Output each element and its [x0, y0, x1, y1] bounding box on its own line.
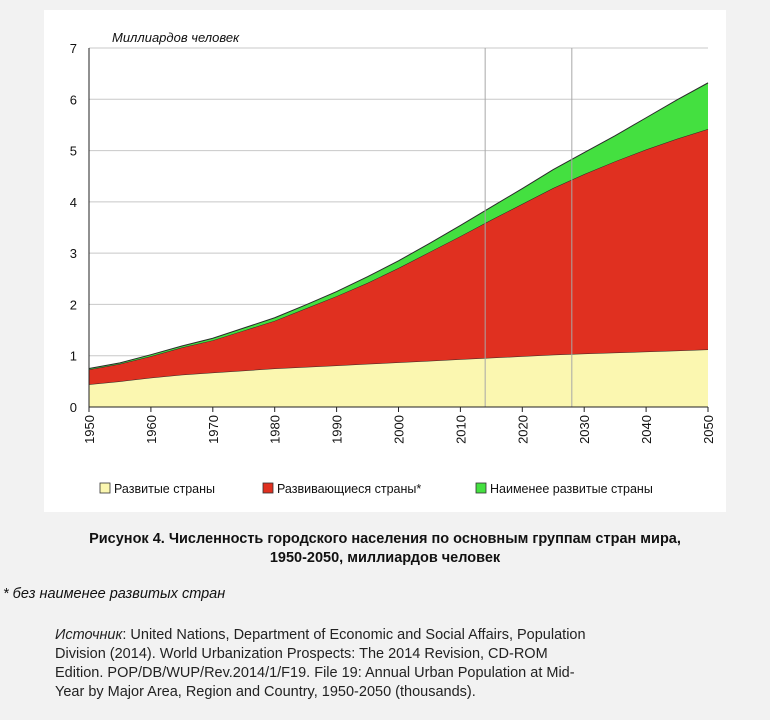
x-tick-label-7: 2020 — [515, 415, 530, 444]
caption-line-2: 1950-2050, миллиардов человек — [269, 550, 501, 566]
y-tick-label-1: 1 — [70, 349, 77, 364]
x-tick-label-3: 1980 — [268, 415, 283, 444]
source-line-2: Division (2014). World Urbanization Pros… — [55, 646, 548, 662]
y-tick-label-0: 0 — [70, 400, 77, 415]
y-tick-label-5: 5 — [70, 144, 77, 159]
source-line-4: Year by Major Area, Region and Country, … — [55, 684, 476, 700]
legend-label-2: Наименее развитые страны — [490, 482, 653, 496]
urban-population-chart: 0 1 2 3 4 5 6 7 1950 1960 1970 1980 1990 2000 2010 2020… — [70, 30, 716, 496]
legend-swatch-0 — [99, 482, 111, 494]
area-edge-2 — [88, 82, 709, 370]
x-tick-label-10: 2050 — [701, 415, 716, 444]
y-tick-label-3: 3 — [70, 246, 77, 261]
x-tick-label-6: 2010 — [453, 415, 468, 444]
caption-line-1: Рисунок 4. Численность городского населе… — [89, 531, 681, 547]
figure-caption: Рисунок 4. Численность городского населе… — [0, 530, 770, 568]
y-tick-label-4: 4 — [70, 195, 77, 210]
chart-panel: 0 1 2 3 4 5 6 7 1950 1960 1970 1980 1990 2000 2010 2020… — [44, 10, 726, 512]
source-line-3: Edition. POP/DB/WUP/Rev.2014/1/F19. File… — [55, 665, 575, 681]
x-tick-label-2: 1970 — [206, 415, 221, 444]
source-line-1: Источник: United Nations, Department of … — [55, 626, 745, 645]
x-tick-label-8: 2030 — [577, 415, 592, 444]
legend-swatch-2 — [475, 482, 487, 494]
legend-label-0: Развитые страны — [114, 482, 215, 496]
legend-label-1: Развивающиеся страны* — [277, 482, 421, 496]
x-tick-label-1: 1960 — [144, 415, 159, 444]
x-tick-label-5: 2000 — [392, 415, 407, 444]
y-tick-label-6: 6 — [70, 92, 77, 107]
x-tick-label-0: 1950 — [82, 415, 97, 444]
footnote: * без наименее развитых стран — [3, 586, 226, 602]
x-tick-label-4: 1990 — [330, 415, 345, 444]
area-series-1 — [89, 129, 708, 385]
y-tick-label-7: 7 — [70, 41, 77, 56]
area-series-0 — [89, 349, 708, 407]
y-tick-label-2: 2 — [70, 297, 77, 312]
unit-label: Миллиардов человек — [112, 30, 240, 45]
source-label: Источник — [55, 627, 123, 643]
source-note: Источник: United Nations, Department of … — [55, 626, 745, 702]
x-tick-label-9: 2040 — [639, 415, 654, 444]
source-line-1-text: : United Nations, Department of Economic… — [122, 627, 586, 643]
legend-swatch-1 — [262, 482, 274, 494]
